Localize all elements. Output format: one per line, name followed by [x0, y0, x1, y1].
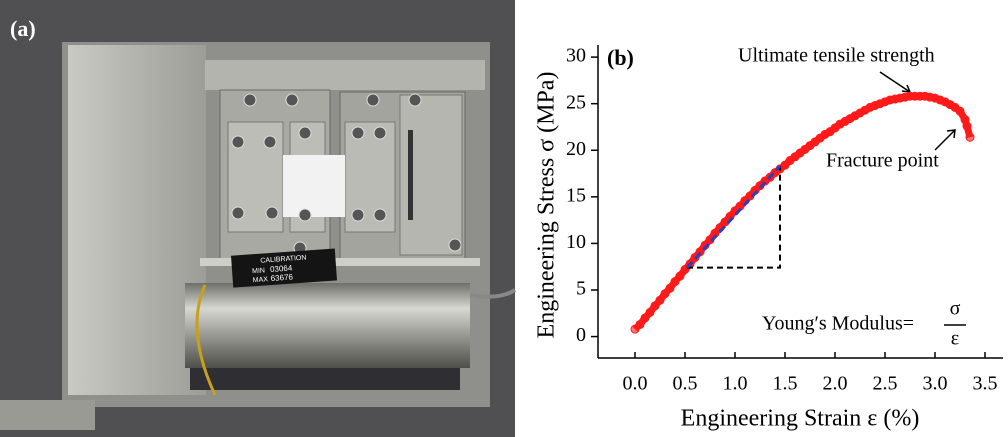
wire	[195, 284, 217, 396]
y-tick-label: 5	[576, 278, 586, 300]
rod	[200, 258, 480, 266]
data-point	[665, 283, 675, 293]
x-tick-label: 2.5	[873, 373, 898, 395]
left-block	[68, 45, 206, 395]
data-point	[955, 106, 965, 116]
x-tick-label: 1.0	[723, 373, 748, 395]
panel-label: (a)	[10, 16, 36, 41]
plate-max: 63676	[270, 272, 293, 283]
specimen	[283, 155, 345, 217]
data-trace	[632, 92, 974, 332]
load-cell	[185, 283, 470, 368]
fraction-numerator: σ	[950, 298, 961, 320]
data-point	[650, 301, 660, 311]
data-point	[962, 121, 972, 131]
data-point	[635, 319, 645, 329]
plate	[231, 248, 337, 288]
fraction-denominator: ε	[951, 328, 959, 350]
cable-bundle	[190, 368, 460, 390]
data-point	[675, 271, 685, 281]
x-tick-label: 0.0	[623, 373, 648, 395]
arrow	[934, 129, 956, 151]
plate-min: 03064	[270, 263, 293, 274]
x-tick-label: 3.5	[973, 373, 998, 395]
y-tick-label: 20	[566, 138, 586, 160]
panel-label: (b)	[607, 45, 634, 70]
connector	[0, 400, 95, 430]
y-tick-label: 25	[566, 91, 586, 113]
photo: CALIBRATION MIN 03064 MAX 63676 (a)	[0, 0, 517, 437]
arrow	[879, 71, 912, 93]
data-point	[645, 307, 655, 317]
y-tick-label: 0	[576, 324, 586, 346]
modulus-triangle	[687, 166, 781, 269]
x-tick-label: 2.0	[823, 373, 848, 395]
y-axis-title: Engineering Stress σ (MPa)	[534, 72, 560, 339]
fit-line	[685, 165, 782, 269]
data-point	[670, 277, 680, 287]
data-point	[660, 289, 670, 299]
plate-max-label: MAX	[253, 276, 269, 284]
data-point	[965, 132, 975, 142]
x-axis-title: Engineering Strain ε (%)	[681, 406, 920, 432]
plate-min-label: MIN	[252, 267, 265, 275]
data-point	[655, 295, 665, 305]
annotation: Young′s Modulus=	[762, 313, 914, 335]
plate-title: CALIBRATION	[260, 254, 307, 264]
x-tick-label: 0.5	[673, 373, 698, 395]
wire	[469, 288, 517, 299]
x-tick-label: 1.5	[773, 373, 798, 395]
rail	[205, 60, 485, 90]
annotation: Fracture point	[826, 150, 939, 172]
y-tick-label: 15	[566, 184, 586, 206]
chart: (b) Ultimate tensile strength Fracture p…	[534, 45, 1003, 432]
data-point	[640, 313, 650, 323]
calibration-plate: CALIBRATION MIN 03064 MAX 63676	[231, 248, 337, 288]
screws	[231, 93, 462, 255]
y-tick-label: 30	[566, 45, 586, 67]
slot	[408, 130, 413, 220]
x-tick-label: 3.0	[923, 373, 948, 395]
y-tick-label: 10	[566, 231, 586, 253]
annotation: Ultimate tensile strength	[738, 45, 935, 67]
